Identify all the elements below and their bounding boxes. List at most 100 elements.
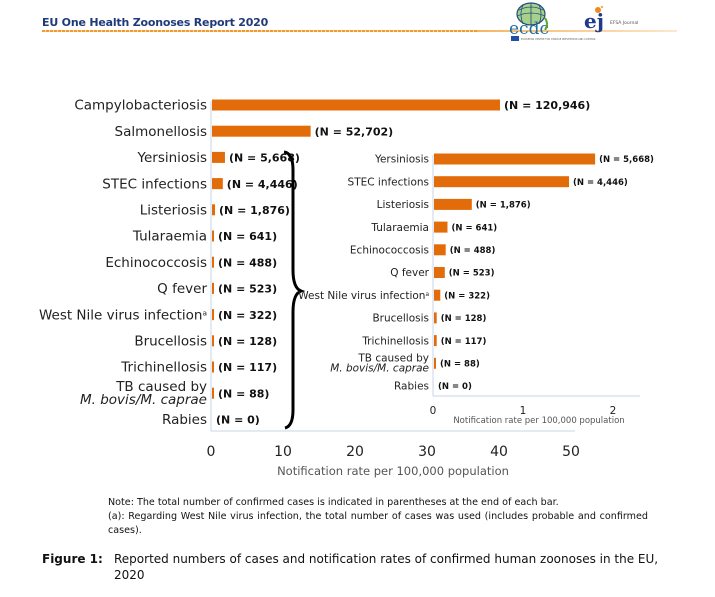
bar (212, 387, 214, 399)
data-label: (N = 1,876) (219, 204, 290, 217)
category-label: Brucellosis (372, 313, 429, 325)
bar (434, 176, 569, 188)
bar (434, 221, 448, 233)
bar (434, 267, 445, 278)
category-label: Tularaemia (132, 229, 207, 245)
bar (212, 361, 214, 373)
bar (434, 312, 437, 324)
bar (212, 282, 214, 294)
chart-notes: Note: The total number of confirmed case… (108, 496, 648, 538)
publisher-logos: ecdc EUROPEAN CENTRE FOR DISEASE PREVENT… (509, 2, 638, 41)
ecdc-subtitle: EUROPEAN CENTRE FOR DISEASE PREVENTION A… (521, 38, 596, 41)
category-label: Echinococcosis (105, 255, 207, 271)
bar (212, 230, 214, 242)
bar (212, 125, 311, 137)
data-label: (N = 641) (452, 223, 498, 233)
data-label: (N = 1,876) (476, 201, 531, 211)
category-sublabel: M. bovis/M. caprae (80, 392, 207, 408)
ej-mark: ej (584, 9, 604, 33)
data-label: (N = 488) (218, 256, 277, 269)
data-label: (N = 4,446) (227, 178, 298, 191)
category-label: Tularaemia (370, 222, 429, 234)
efsa-journal-logo: ej EFSA Journal (584, 5, 638, 33)
x-tick-label: 40 (490, 444, 508, 460)
data-label: (N = 120,946) (504, 99, 590, 112)
bar (434, 153, 596, 165)
data-label: (N = 322) (218, 309, 277, 322)
zoonoses-chart: Campylobacteriosis (N = 120,946) Salmonell… (39, 98, 654, 478)
category-label: Yersiniosis (137, 150, 207, 166)
bar (434, 198, 472, 210)
bar (434, 357, 436, 369)
x-tick-label: 1 (520, 405, 527, 417)
category-label: West Nile virus infectiona (39, 307, 207, 323)
category-label: STEC infections (348, 176, 429, 188)
x-tick-label: 20 (346, 444, 364, 460)
bar (212, 151, 225, 163)
bar (212, 204, 216, 216)
footnote-marker: a (425, 292, 429, 298)
data-label: (N = 88) (440, 360, 480, 370)
x-tick-label: 10 (274, 444, 292, 460)
data-label: (N = 5,668) (229, 152, 300, 165)
data-label: (N = 488) (450, 246, 496, 256)
bar (434, 244, 446, 256)
category-label: Echinococcosis (350, 244, 429, 256)
inset-bar-chart: Yersiniosis (N = 5,668) STEC infections (N … (298, 153, 654, 426)
data-label: (N = 128) (218, 335, 277, 348)
report-title: EU One Health Zoonoses Report 2020 (42, 16, 269, 29)
x-tick-label: 2 (610, 405, 617, 417)
category-label: Trichinellosis (120, 360, 207, 376)
category-label: Q fever (390, 267, 429, 279)
efsa-journal-text: EFSA Journal (610, 20, 638, 26)
data-label: (N = 117) (441, 337, 487, 347)
data-label: (N = 523) (218, 283, 277, 296)
category-label: Rabies (394, 381, 429, 393)
x-tick-label: 0 (430, 405, 437, 417)
data-label: (N = 0) (216, 414, 260, 427)
bar (212, 178, 223, 190)
bar (434, 335, 437, 347)
x-tick-label: 50 (562, 444, 580, 460)
data-label: (N = 641) (218, 230, 277, 243)
header-divider-fade (477, 30, 677, 32)
category-label: Trichinellosis (361, 335, 429, 347)
figure-label: Figure 1: (42, 552, 103, 566)
x-axis-title: Notification rate per 100,000 population (453, 416, 624, 426)
data-label: (N = 88) (218, 387, 269, 400)
footnote-marker: a (202, 308, 207, 317)
bar (212, 309, 214, 321)
bar (434, 289, 441, 301)
x-tick-label: 0 (207, 444, 216, 460)
category-label: Salmonellosis (115, 124, 207, 140)
ecdc-logo: ecdc EUROPEAN CENTRE FOR DISEASE PREVENT… (509, 2, 596, 41)
grouping-bracket (283, 150, 306, 430)
x-axis-title: Notification rate per 100,000 population (277, 464, 509, 478)
category-label: TB caused by (357, 353, 429, 365)
category-label: West Nile virus infectiona (298, 290, 429, 302)
data-label: (N = 117) (218, 361, 277, 374)
note-line-2: (a): Regarding West Nile virus infection… (108, 511, 648, 536)
category-label: Rabies (162, 412, 207, 428)
note-line-1: Note: The total number of confirmed case… (108, 497, 559, 508)
figure-caption-text: Reported numbers of cases and notificati… (114, 552, 659, 582)
category-label: Q fever (157, 281, 207, 297)
category-label: TB caused by (115, 379, 207, 395)
header-divider (42, 30, 477, 32)
data-label: (N = 322) (444, 291, 490, 301)
data-label: (N = 52,702) (315, 125, 394, 138)
ecdc-wordmark: ecdc (509, 19, 549, 39)
data-label: (N = 128) (441, 314, 487, 324)
data-label: (N = 523) (449, 269, 495, 279)
category-sublabel: M. bovis/M. caprae (330, 363, 429, 375)
data-label: (N = 0) (438, 382, 472, 392)
bar (212, 335, 214, 347)
data-label: (N = 5,668) (599, 155, 654, 165)
category-label: Brucellosis (134, 334, 207, 350)
data-label: (N = 4,446) (573, 178, 628, 188)
bar (212, 256, 214, 268)
category-label: Yersiniosis (374, 154, 429, 166)
category-label: STEC infections (102, 176, 207, 192)
category-label: Campylobacteriosis (74, 98, 207, 114)
x-tick-label: 30 (418, 444, 436, 460)
